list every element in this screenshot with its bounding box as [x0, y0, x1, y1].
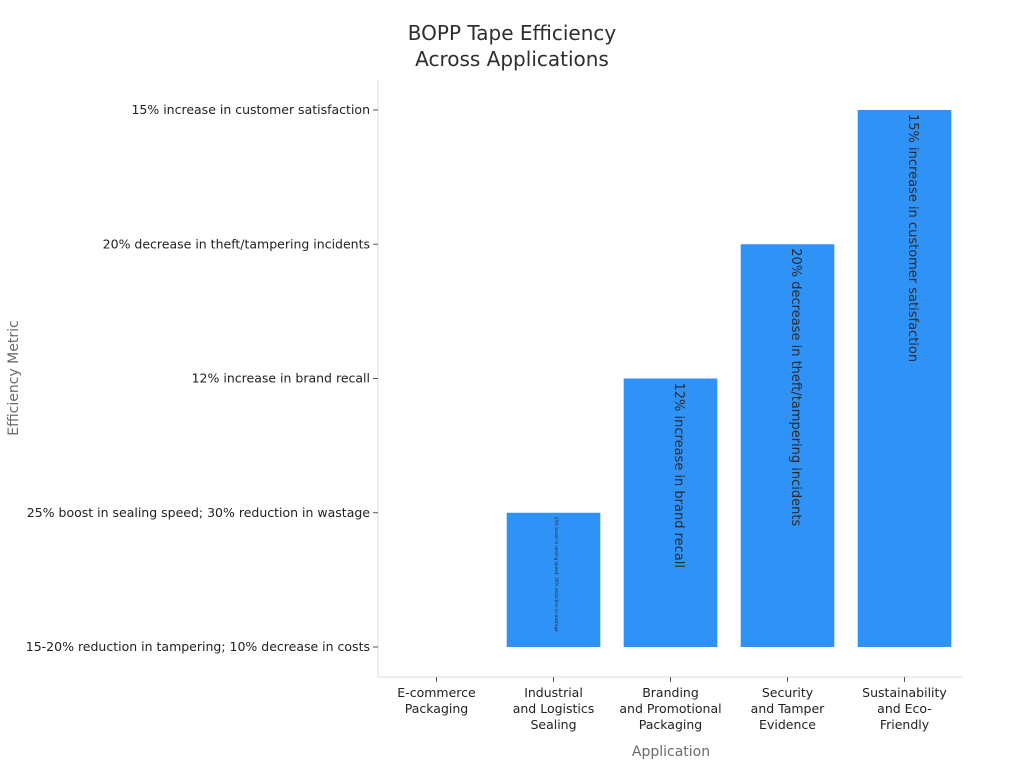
y-tick-label: 20% decrease in theft/tampering incident…	[103, 236, 370, 251]
x-axis-label: Application	[632, 744, 710, 760]
bar	[506, 512, 601, 647]
y-tick-label: 12% increase in brand recall	[192, 371, 370, 386]
x-tick-label: Branding and Promotional Packaging	[619, 685, 721, 732]
y-tick-label: 15-20% reduction in tampering; 10% decre…	[26, 639, 370, 654]
x-tick-label: Security and Tamper Evidence	[751, 685, 826, 732]
bar	[740, 244, 835, 647]
x-tick-label: E-commerce Packaging	[397, 685, 476, 716]
x-tick-label: Industrial and Logistics Sealing	[513, 685, 595, 732]
bars-group: 25% boost in sealing speed; 30% reductio…	[506, 110, 952, 647]
x-tick-label: Sustainability and Eco-Friendly	[862, 685, 947, 732]
bar-value-label: 12% increase in brand recall	[671, 383, 686, 569]
chart-title-line-1: BOPP Tape Efficiency	[408, 21, 617, 45]
x-ticks-group: E-commerce Packaging Industrial and Logisti…	[397, 677, 947, 732]
bar-value-label: 15% increase in customer satisfaction	[905, 114, 920, 362]
y-tick-label: 25% boost in sealing speed; 30% reductio…	[27, 505, 371, 520]
y-ticks-group: 15-20% reduction in tampering; 10% decre…	[26, 102, 378, 654]
bar	[623, 378, 718, 647]
y-tick-label: 15% increase in customer satisfaction	[131, 102, 370, 117]
bar	[857, 110, 952, 647]
bar-value-label: 20% decrease in theft/tampering incident…	[788, 248, 803, 526]
y-axis-label: Efficiency Metric	[6, 320, 22, 435]
bar-value-label: 25% boost in sealing speed; 30% reductio…	[554, 517, 559, 632]
chart-title-line-2: Across Applications	[415, 47, 609, 71]
